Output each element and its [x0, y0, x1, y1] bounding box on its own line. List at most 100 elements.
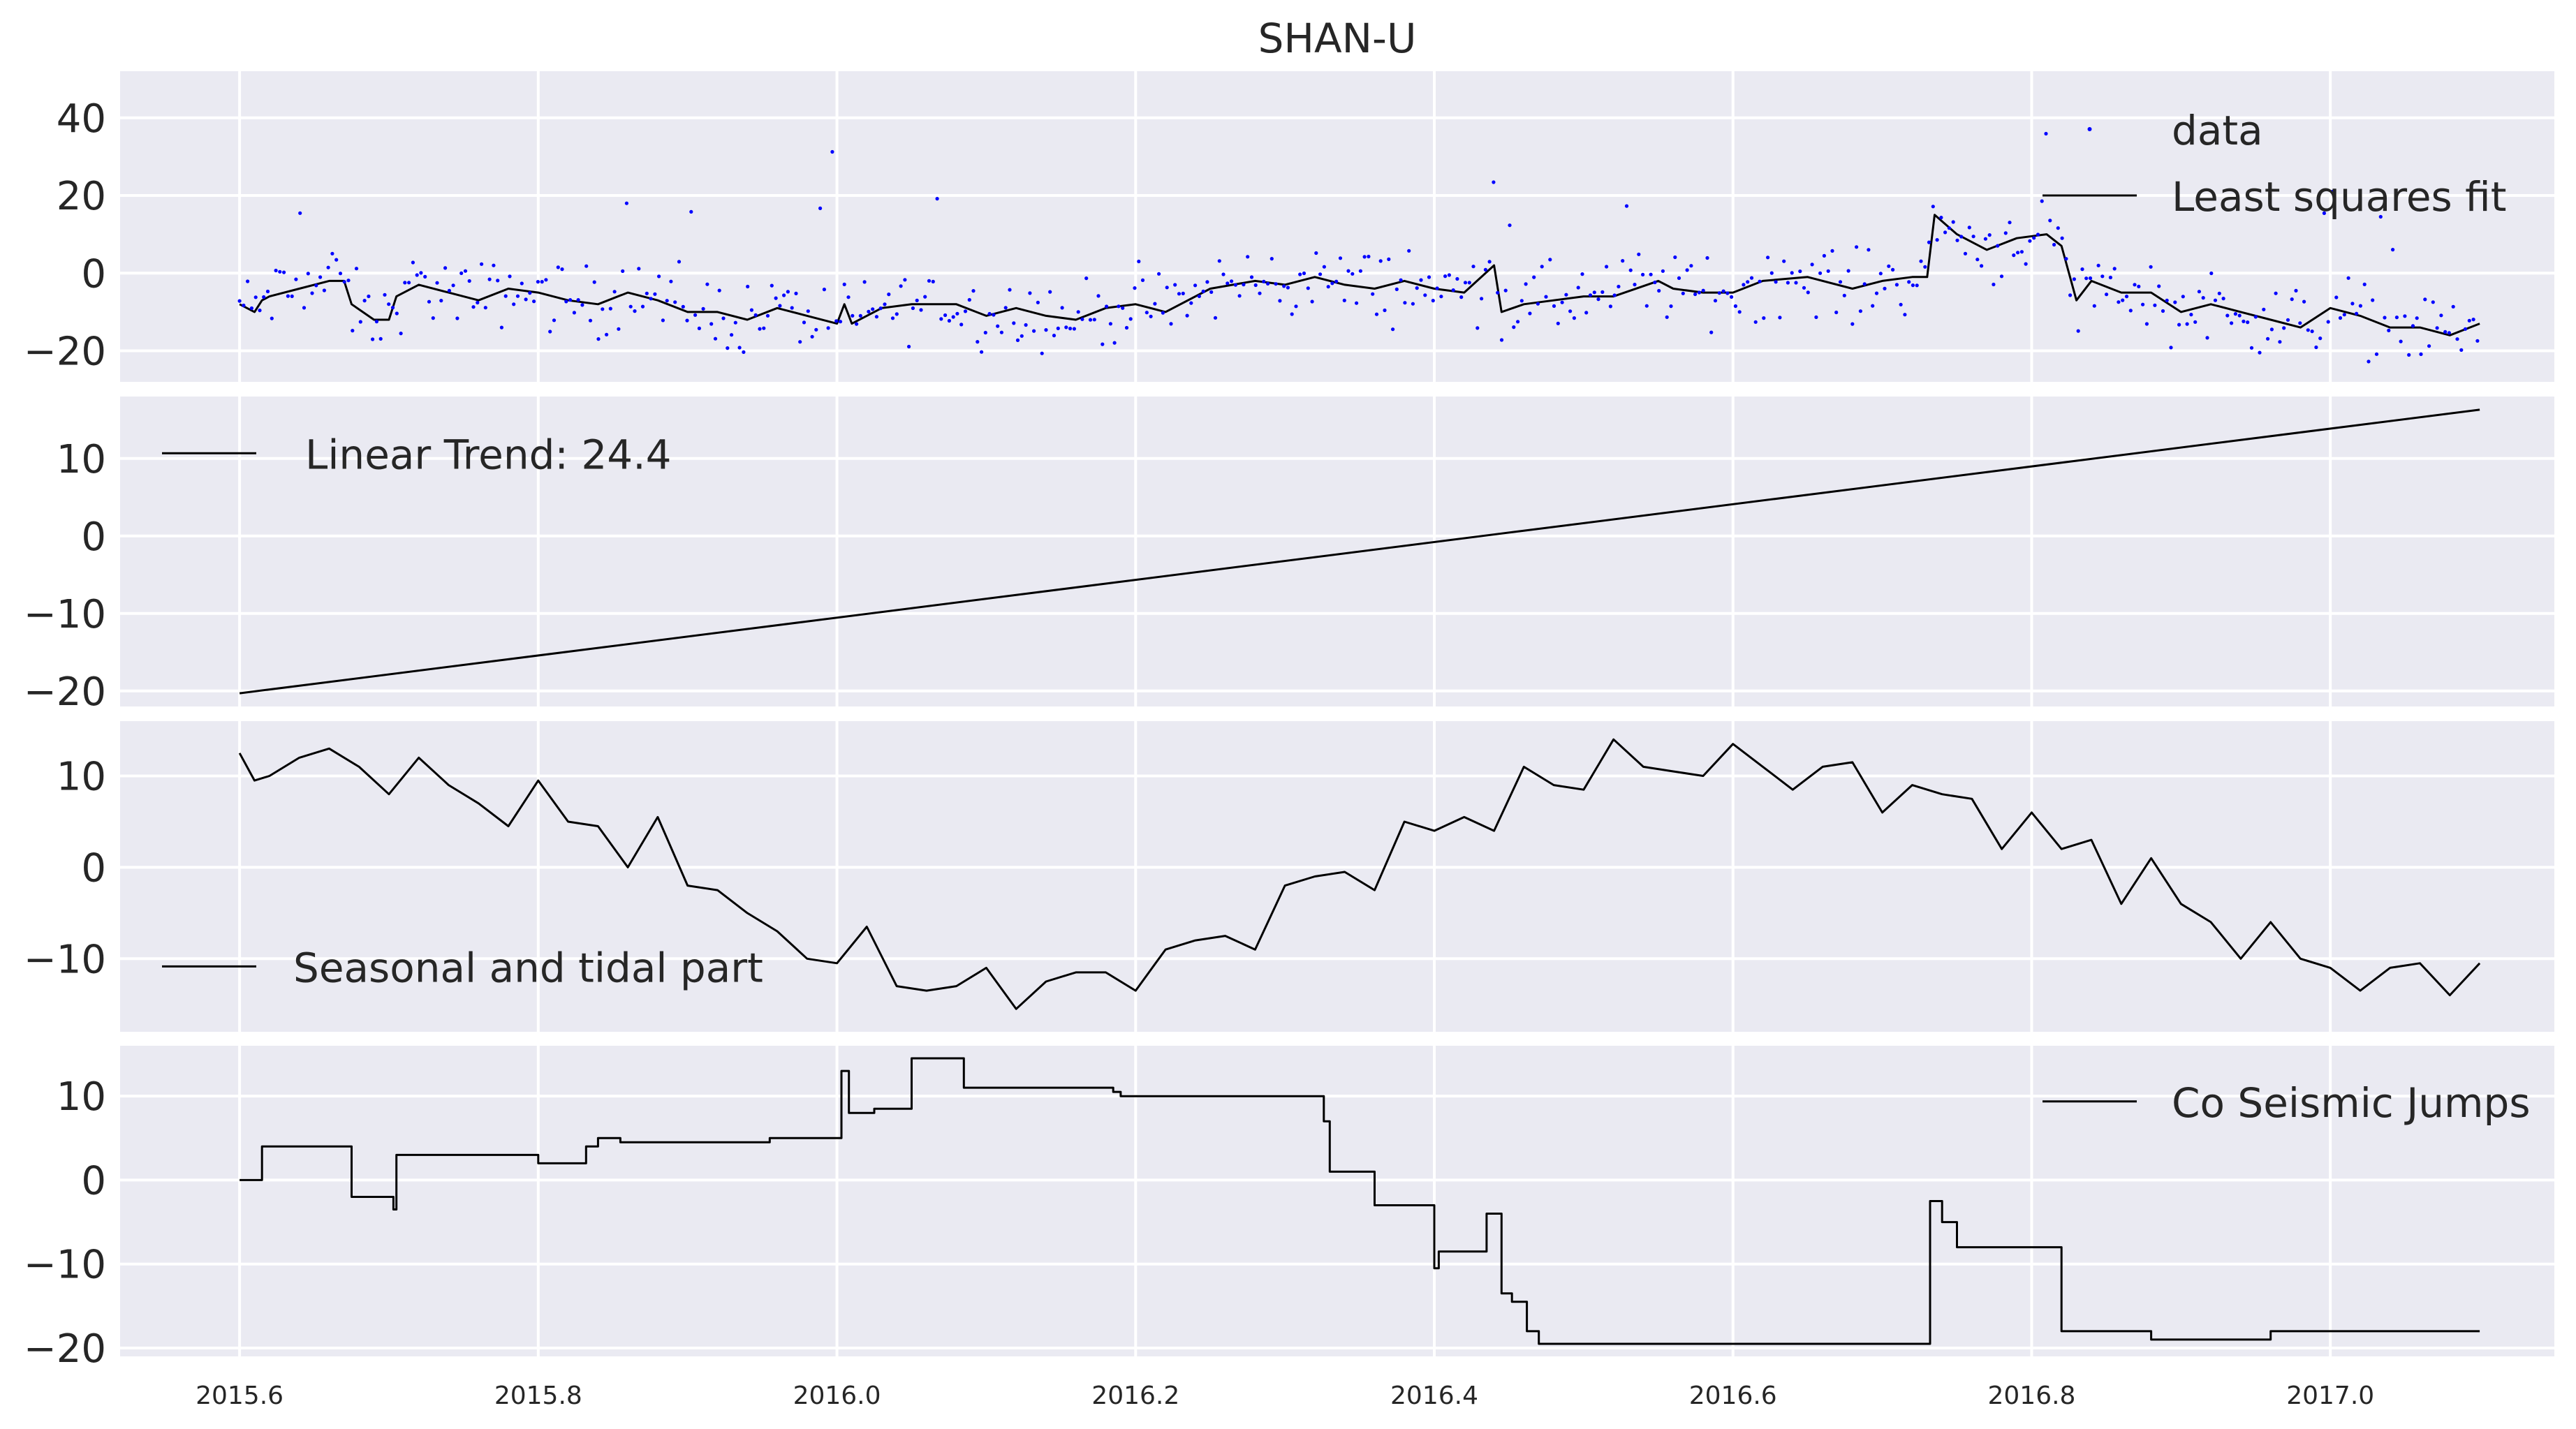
data-point: [338, 272, 343, 276]
data-point: [1181, 291, 1185, 295]
data-point: [899, 284, 903, 288]
data-point: [1874, 291, 1879, 295]
data-point: [2282, 326, 2286, 330]
data-point: [2383, 316, 2387, 320]
data-point: [1342, 298, 1346, 302]
data-point: [931, 279, 935, 283]
data-point: [1475, 326, 1480, 330]
data-point: [713, 336, 718, 341]
data-point: [608, 306, 612, 311]
y-tick-label: 40: [57, 96, 106, 142]
data-point: [1887, 264, 1891, 268]
data-point: [762, 326, 766, 330]
data-point: [564, 299, 568, 304]
data-point: [246, 279, 250, 283]
data-point: [1572, 316, 1576, 320]
data-point: [2181, 295, 2185, 299]
data-point: [871, 307, 875, 311]
data-point: [1584, 311, 1589, 315]
data-point: [1230, 279, 1234, 283]
data-point: [943, 313, 948, 318]
data-point: [726, 346, 730, 350]
data-point: [1262, 279, 1266, 283]
data-point: [2003, 231, 2008, 235]
data-point: [2112, 267, 2117, 271]
data-point: [282, 270, 286, 274]
data-point: [1774, 280, 1778, 284]
data-point: [2230, 321, 2234, 325]
data-point: [1145, 311, 1149, 315]
data-point: [242, 303, 246, 308]
y-tick-label: 10: [57, 437, 106, 482]
data-point: [1669, 304, 1673, 309]
data-point: [584, 264, 589, 268]
data-point: [2040, 199, 2044, 203]
data-point: [1112, 341, 1117, 345]
data-point: [540, 280, 544, 284]
data-point: [2064, 257, 2068, 261]
data-point: [1894, 283, 1899, 287]
data-point: [1036, 300, 1040, 304]
data-point: [2189, 313, 2193, 317]
data-point: [2019, 250, 2024, 254]
data-point: [1661, 269, 1665, 273]
data-point: [661, 318, 665, 323]
data-point: [814, 327, 818, 332]
data-point: [2177, 323, 2181, 327]
data-point: [1975, 258, 1980, 262]
data-point: [1605, 265, 1609, 269]
data-point: [459, 271, 464, 275]
panel-background: [120, 721, 2554, 1032]
legend-label: Co Seismic Jumps: [2172, 1079, 2531, 1127]
data-point: [1923, 265, 1927, 269]
data-point: [1492, 180, 1496, 184]
data-point: [1749, 276, 1754, 280]
data-point: [657, 274, 661, 279]
data-point: [371, 337, 375, 341]
y-tick-label: 10: [57, 755, 106, 800]
data-point: [427, 299, 432, 304]
data-point: [1681, 291, 1685, 295]
data-point: [2258, 350, 2262, 355]
y-tick-label: 0: [81, 251, 106, 297]
data-point: [1919, 259, 1923, 263]
data-point: [1685, 268, 1689, 272]
data-point: [298, 211, 302, 215]
data-point: [1935, 238, 1939, 242]
data-point: [1818, 271, 1823, 275]
data-point: [1431, 299, 1435, 303]
data-point: [302, 306, 307, 310]
data-point: [443, 266, 448, 270]
x-tick-label: 2015.8: [494, 1382, 582, 1410]
data-point: [1056, 326, 1060, 330]
data-point: [2399, 339, 2403, 343]
data-point: [2044, 131, 2048, 136]
series-line-least-squares-fit: [239, 214, 2480, 336]
data-point: [2334, 295, 2339, 299]
data-point: [262, 295, 266, 299]
panel-top: −20 0 20 40 data Least squares fit: [24, 71, 2554, 382]
data-point: [770, 283, 774, 288]
y-tick-label: 0: [81, 1158, 106, 1204]
data-point: [1786, 281, 1790, 285]
data-point: [395, 311, 399, 316]
data-point: [2431, 300, 2435, 304]
data-point: [2330, 189, 2334, 194]
data-point: [1032, 329, 1036, 333]
data-point: [883, 302, 887, 306]
data-point: [1101, 342, 1105, 346]
data-point: [2290, 297, 2294, 302]
data-point: [1544, 295, 1548, 299]
data-point: [1274, 282, 1278, 286]
data-point: [1253, 283, 1258, 288]
data-point: [1766, 256, 1770, 260]
data-point: [862, 280, 867, 284]
data-point: [2157, 284, 2161, 288]
data-point: [1201, 289, 1205, 293]
data-point: [834, 319, 839, 323]
data-point: [1185, 313, 1189, 318]
data-point: [515, 294, 520, 298]
data-point: [1903, 313, 1907, 317]
data-point: [959, 323, 964, 327]
data-point: [2225, 313, 2230, 318]
